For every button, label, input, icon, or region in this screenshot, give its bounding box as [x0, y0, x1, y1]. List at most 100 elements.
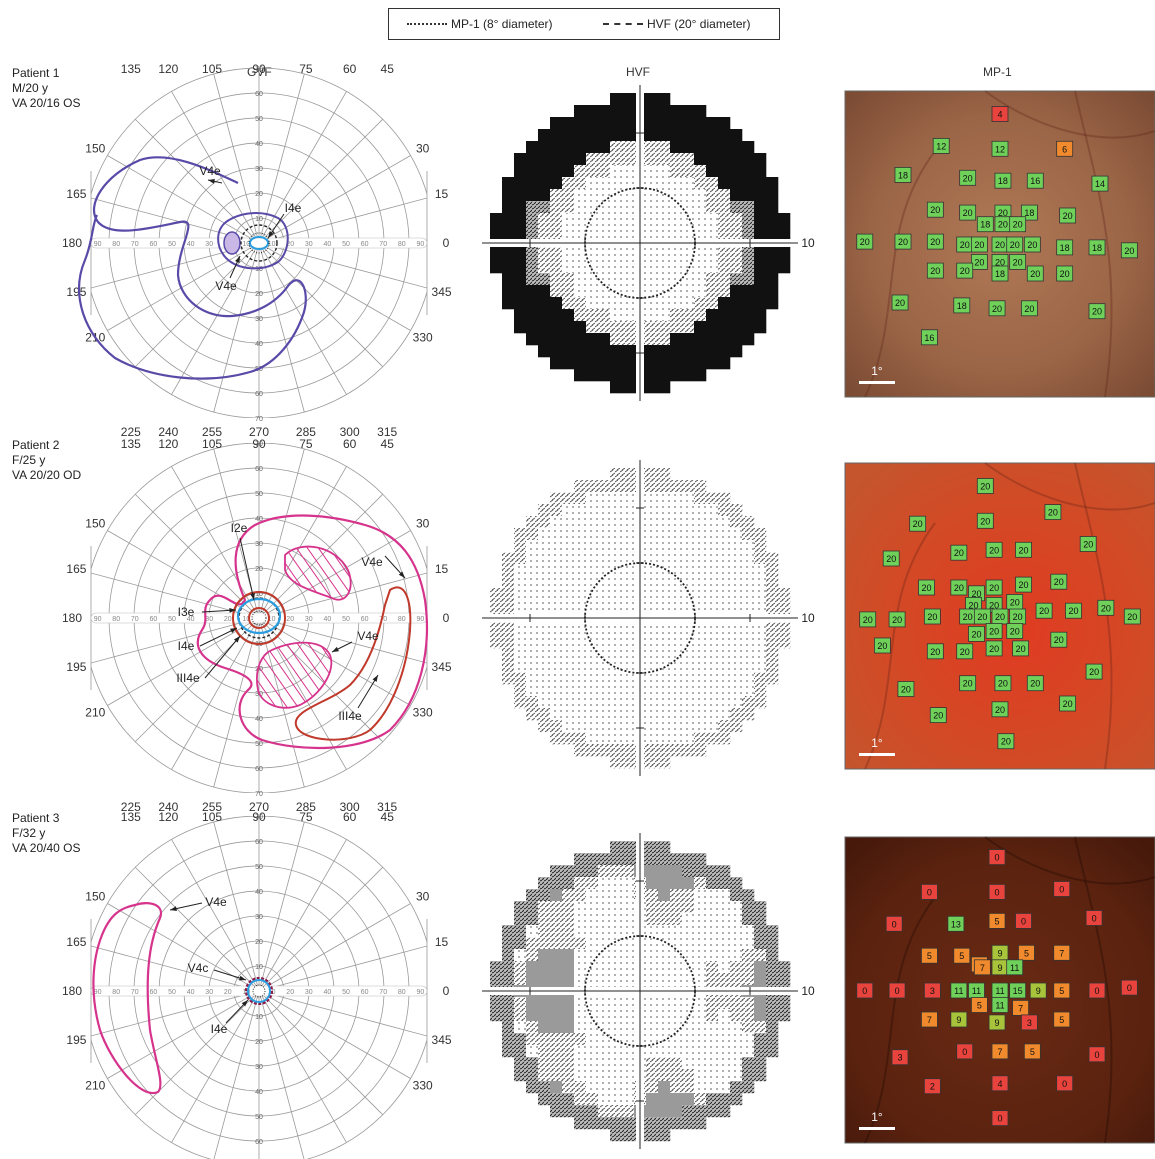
hvf-cell: [574, 177, 587, 190]
sensitivity-cell: [1012, 640, 1029, 657]
hvf-cell: [670, 321, 683, 334]
hvf-cell: [622, 381, 635, 394]
sensitivity-value: 20: [971, 589, 981, 599]
hvf-cell: [538, 225, 551, 238]
hvf-cell: [694, 333, 707, 346]
sensitivity-cell: [959, 675, 977, 692]
hvf-cell: [694, 576, 707, 589]
sensitivity-cell: [991, 1110, 1009, 1126]
sensitivity-value: 20: [1060, 269, 1070, 279]
hvf-cell: [538, 345, 551, 358]
sensitivity-cell: [1026, 675, 1044, 692]
hvf-cell: [562, 129, 575, 142]
hvf-cell: [598, 492, 611, 505]
hvf-cell: [694, 1105, 707, 1118]
sensitivity-value: 9: [995, 1018, 1000, 1028]
hvf-cell: [550, 1009, 563, 1022]
hvf-cell: [526, 949, 539, 962]
hvf-cell: [514, 672, 527, 685]
sensitivity-cell: [1053, 881, 1071, 897]
gvf-spoke: [258, 242, 384, 368]
hvf-cell: [514, 261, 527, 274]
hvf-cell: [610, 552, 623, 565]
hvf-cell: [586, 997, 599, 1010]
hvf-cell: [670, 1045, 683, 1058]
hvf-cell: [730, 1093, 743, 1106]
hvf-cell: [730, 309, 743, 322]
hvf-cell: [562, 165, 575, 178]
hvf-cell: [718, 225, 731, 238]
hvf-cell: [742, 297, 755, 310]
hvf-cell: [658, 1129, 671, 1142]
isopter-label-v4e: V4e: [199, 164, 221, 178]
hvf-cell: [682, 925, 695, 938]
gvf-axis-banner: [90, 237, 428, 249]
gvf-spoke: [258, 155, 411, 244]
hvf-cell: [598, 201, 611, 214]
sensitivity-cell: [1026, 172, 1044, 189]
sensitivity-cell: [1085, 663, 1103, 680]
gvf-spoke: [213, 990, 260, 1159]
hvf-cell: [706, 273, 719, 286]
hvf-cell: [574, 117, 587, 130]
hvf-cell: [586, 1069, 599, 1082]
hvf-cell: [562, 720, 575, 733]
gvf-axis-label: 50: [342, 241, 350, 248]
hvf-cell: [730, 177, 743, 190]
hvf-cell: [610, 345, 623, 358]
hvf-cell: [766, 297, 779, 310]
hvf-cell: [562, 732, 575, 745]
sensitivity-value: 20: [930, 266, 940, 276]
hvf-cell: [658, 468, 671, 481]
sensitivity-value: 9: [997, 948, 1002, 958]
hvf-cell: [658, 841, 671, 854]
hvf-cell: [658, 1081, 671, 1094]
scale-bar-label: 1°: [871, 1110, 883, 1124]
hvf-cell: [742, 937, 755, 950]
sensitivity-value: 9: [997, 963, 1002, 973]
patient-2-label: Patient 2: [12, 438, 60, 452]
gvf-axis-label: 90: [417, 241, 425, 248]
hvf-cell: [694, 949, 707, 962]
hvf-cell: [622, 285, 635, 298]
hvf-cell: [502, 1009, 515, 1022]
hvf-cell: [754, 297, 767, 310]
hvf-cell: [682, 1105, 695, 1118]
gvf-radial-label: 20: [255, 939, 263, 946]
hvf-cell: [766, 973, 779, 986]
hvf-cell: [622, 1081, 635, 1094]
hvf-cell: [514, 660, 527, 673]
hvf-cell: [550, 732, 563, 745]
hvf-cell: [514, 901, 527, 914]
hvf-cell: [550, 660, 563, 673]
hvf-cell: [646, 117, 659, 130]
hvf-cell: [754, 189, 767, 202]
hvf-cell: [670, 516, 683, 529]
hvf-cell: [526, 973, 539, 986]
sensitivity-value: 18: [957, 301, 967, 311]
gvf-angle-label: 75: [299, 62, 313, 76]
hvf-cell: [610, 165, 623, 178]
hvf-cell: [574, 997, 587, 1010]
hvf-cell: [622, 309, 635, 322]
hvf-cell: [550, 696, 563, 709]
gvf-axis-label: 80: [398, 241, 406, 248]
hvf-cell: [514, 273, 527, 286]
isopter-label-v4c: V4c: [188, 961, 209, 975]
hvf-cell: [754, 696, 767, 709]
hvf-tick-label: 10: [801, 236, 815, 250]
hvf-cell: [766, 249, 779, 262]
hvf-cell: [502, 177, 515, 190]
isopter-i4e: [247, 979, 271, 1003]
hvf-cell: [538, 684, 551, 697]
sensitivity-cell: [973, 608, 991, 625]
sensitivity-value: 20: [998, 679, 1008, 689]
hvf-cell: [598, 1105, 611, 1118]
sensitivity-cell: [1029, 982, 1047, 999]
hvf-cell: [502, 1021, 515, 1034]
hvf-cell: [526, 141, 539, 154]
hvf-cell: [718, 1045, 731, 1058]
hvf-cell: [550, 177, 563, 190]
hvf-cell: [706, 865, 719, 878]
gvf-angle-label: 180: [62, 236, 82, 250]
